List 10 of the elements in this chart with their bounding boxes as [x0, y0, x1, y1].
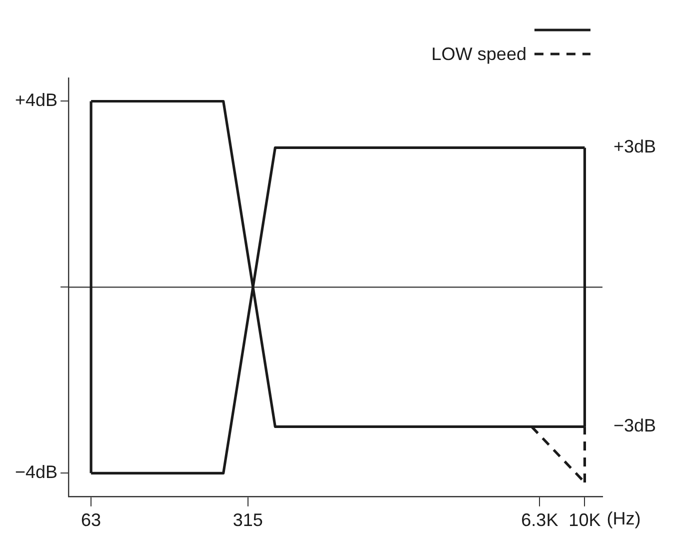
y2-tick-label: +3dB	[613, 136, 656, 157]
x-axis-title: (Hz)	[606, 508, 641, 528]
y-tick-label: −4dB	[14, 462, 58, 482]
x-tick-label: 6.3K	[521, 510, 558, 530]
x-tick-label: 10K	[568, 510, 601, 530]
y2-tick-label: −3dB	[613, 416, 656, 436]
y-tick-label: +4dB	[14, 90, 58, 110]
legend-label: LOW speed	[431, 44, 526, 64]
x-tick-label: 63	[81, 510, 102, 530]
x-tick-label: 315	[232, 510, 263, 530]
